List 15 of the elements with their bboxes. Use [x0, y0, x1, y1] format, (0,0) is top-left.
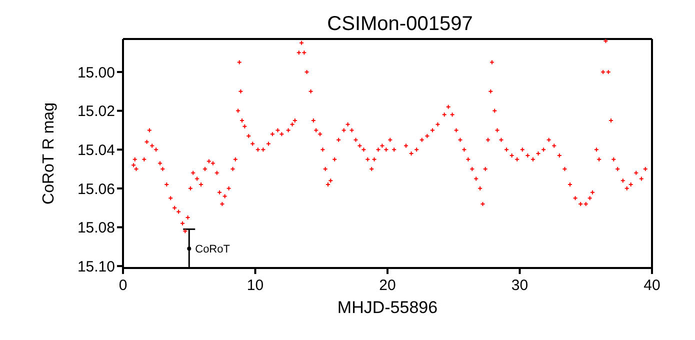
- chart-title: CSIMon-001597: [327, 13, 473, 35]
- x-axis-title: MHJD-55896: [337, 298, 438, 317]
- x-tick-label: 0: [118, 277, 128, 294]
- y-tick-label: 15.00: [77, 64, 115, 82]
- y-axis-title: CoRoT R mag: [40, 102, 58, 204]
- x-tick-label: 30: [511, 277, 528, 294]
- y-tick-label: 15.08: [77, 220, 115, 237]
- x-tick-label: 10: [246, 277, 264, 294]
- y-tick-label: 15.10: [77, 258, 115, 276]
- annotation: CoRoT: [195, 244, 230, 256]
- x-tick-label: 40: [644, 277, 660, 294]
- y-tick-label: 15.06: [77, 180, 115, 198]
- x-tick-label: 20: [379, 277, 396, 294]
- y-tick-label: 15.02: [77, 103, 115, 120]
- y-tick-label: 15.04: [77, 142, 115, 159]
